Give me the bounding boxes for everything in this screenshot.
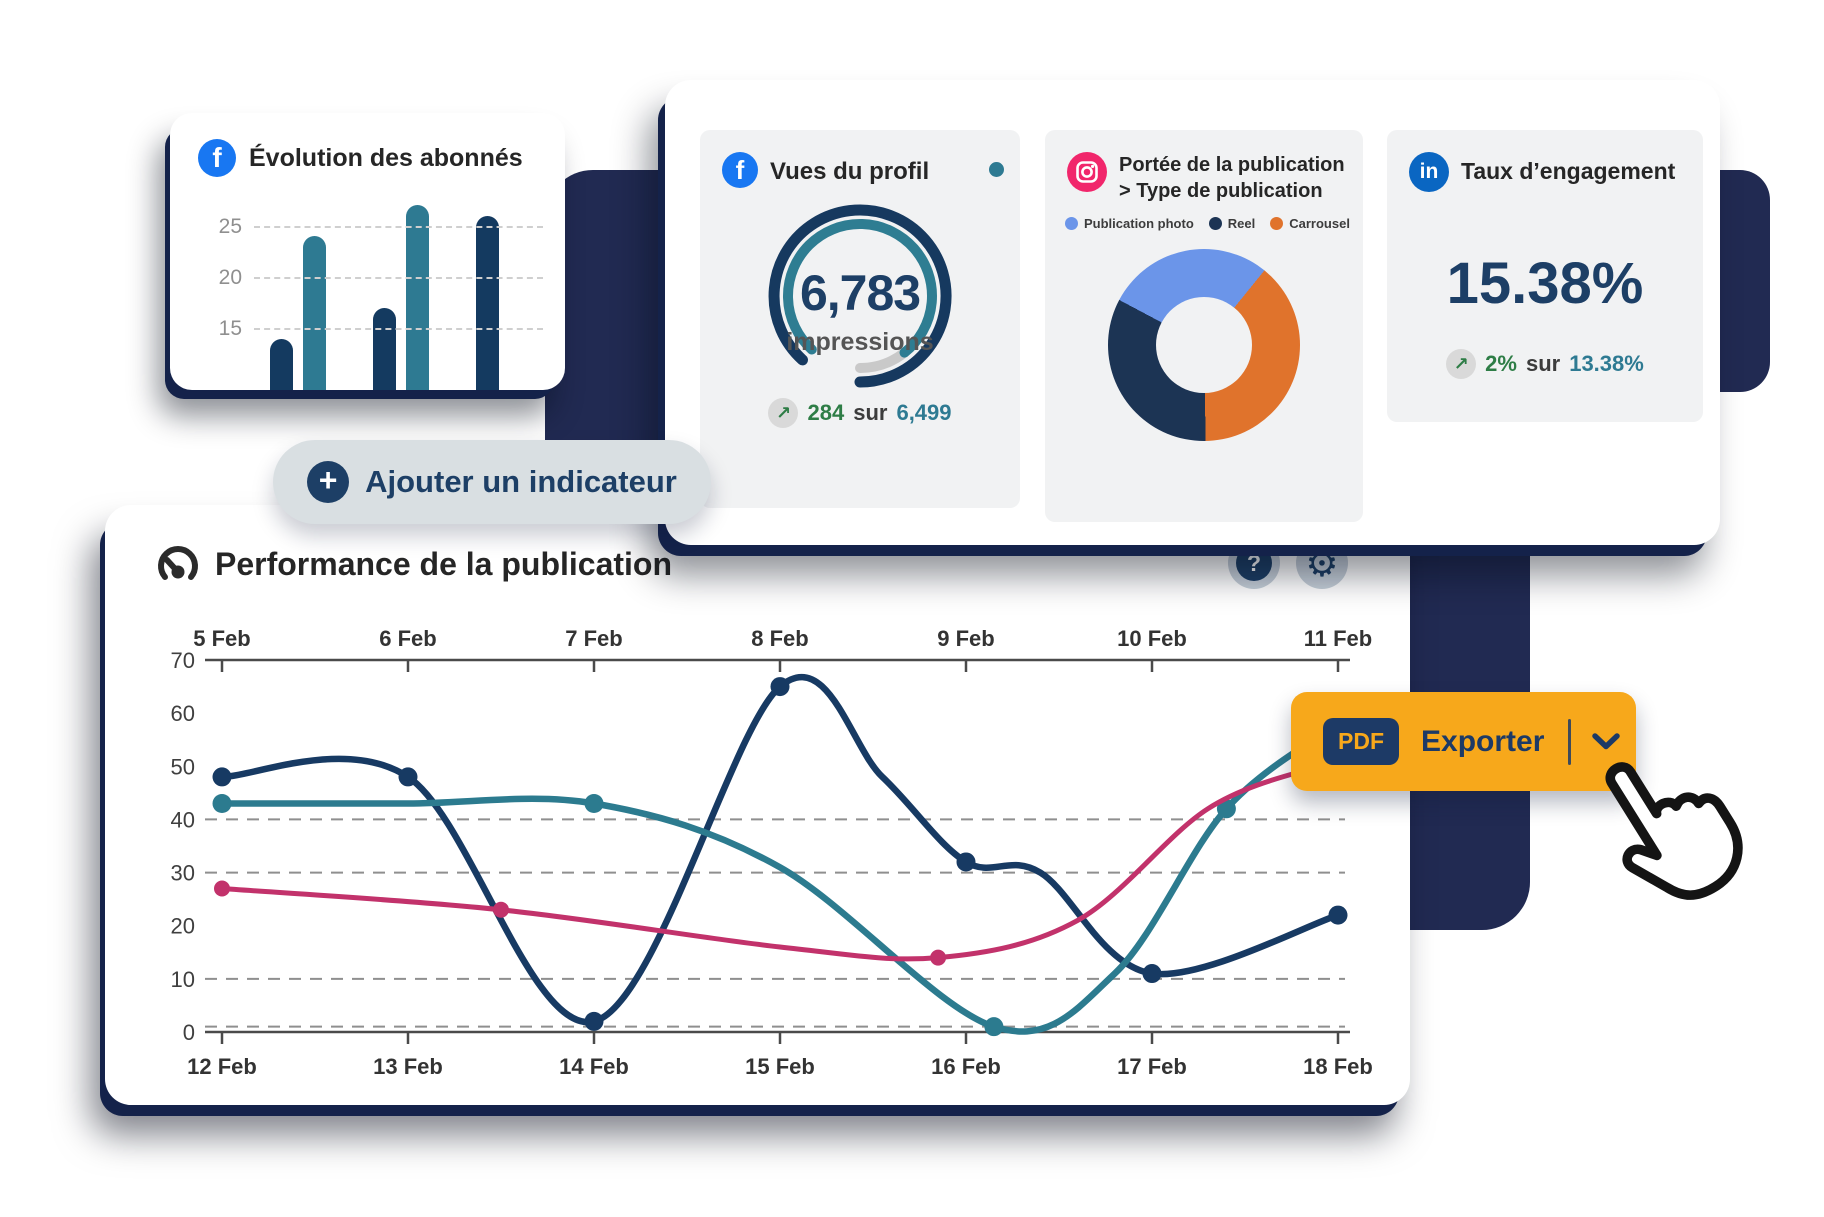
profile-views-gauge: 6,783 impressions: [754, 192, 966, 398]
facebook-icon: f: [722, 152, 758, 188]
reach-donut-chart: [1108, 249, 1300, 441]
performance-card: Performance de la publication ? ⚙ 5 Feb 6…: [105, 505, 1410, 1105]
reach-header: Portée de la publication > Type de publi…: [1045, 130, 1363, 204]
followers-card-title: Évolution des abonnés: [249, 143, 523, 172]
svg-text:18 Feb: 18 Feb: [1303, 1054, 1373, 1079]
instagram-icon: [1067, 152, 1107, 192]
svg-text:10 Feb: 10 Feb: [1117, 626, 1187, 651]
reach-title-line1: Portée de la publication: [1119, 154, 1345, 176]
performance-header: Performance de la publication: [155, 543, 672, 585]
reach-title: Portée de la publication > Type de publi…: [1119, 152, 1345, 204]
hand-cursor-icon: [1605, 762, 1743, 900]
svg-text:40: 40: [171, 807, 195, 832]
svg-text:0: 0: [183, 1020, 195, 1045]
help-icon: ?: [1236, 545, 1272, 581]
bar: [373, 307, 396, 390]
legend-item: Reel: [1208, 216, 1256, 231]
legend-item: Carrousel: [1270, 216, 1350, 231]
plus-icon: +: [307, 461, 350, 503]
export-button[interactable]: PDF Exporter: [1291, 692, 1636, 791]
svg-text:20: 20: [171, 914, 195, 939]
gear-icon: ⚙: [1305, 541, 1339, 585]
profile-views-title: Vues du profil: [770, 158, 930, 185]
svg-text:6 Feb: 6 Feb: [379, 626, 436, 651]
trend-up-icon: ↗: [1446, 349, 1477, 379]
bar: [476, 215, 499, 390]
add-indicator-label: Ajouter un indicateur: [365, 464, 677, 499]
performance-actions: ? ⚙: [1228, 537, 1348, 589]
svg-text:15 Feb: 15 Feb: [745, 1054, 815, 1079]
delta-value: 284: [807, 400, 845, 425]
panel-dot-icon: [989, 162, 1004, 177]
export-label: Exporter: [1421, 724, 1545, 758]
bar: [303, 236, 326, 390]
add-indicator-button[interactable]: + Ajouter un indicateur: [273, 440, 711, 524]
followers-bar-chart: 25 20 15: [198, 195, 543, 390]
followers-card-header: f Évolution des abonnés: [198, 139, 541, 177]
svg-text:7 Feb: 7 Feb: [565, 626, 622, 651]
legend-dot: [1208, 217, 1222, 230]
svg-text:60: 60: [171, 701, 195, 726]
svg-text:10: 10: [171, 967, 195, 992]
svg-text:9 Feb: 9 Feb: [937, 626, 994, 651]
engagement-panel: in Taux d’engagement 15.38% ↗ 2% sur 13.…: [1387, 130, 1703, 422]
export-divider: [1568, 718, 1572, 765]
delta-join: sur: [1525, 351, 1561, 376]
dial-icon: [158, 546, 198, 580]
svg-text:13 Feb: 13 Feb: [373, 1054, 443, 1079]
legend-dot: [1065, 217, 1078, 230]
engagement-title: Taux d’engagement: [1461, 158, 1676, 184]
svg-text:11 Feb: 11 Feb: [1304, 626, 1372, 651]
performance-line-chart: 5 Feb 6 Feb 7 Feb 8 Feb 9 Feb 10 Feb 11 Feb 12 …: [171, 626, 1373, 1079]
svg-text:17 Feb: 17 Feb: [1117, 1054, 1187, 1079]
legend-label: Reel: [1227, 216, 1256, 231]
delta-total: 6,499: [896, 400, 952, 425]
profile-views-delta: ↗ 284 sur 6,499: [700, 398, 1020, 428]
svg-text:14 Feb: 14 Feb: [559, 1054, 629, 1079]
gauge-unit-label: impressions: [786, 328, 934, 356]
facebook-icon: f: [198, 139, 236, 177]
svg-text:70: 70: [171, 648, 195, 673]
delta-join: sur: [853, 400, 888, 425]
followers-bars: [270, 195, 543, 390]
svg-text:50: 50: [171, 754, 195, 779]
legend-label: Publication photo: [1084, 216, 1194, 231]
profile-views-panel: f Vues du profil 6,783 impressions ↗ 284…: [700, 130, 1020, 508]
kpi-group-card: f Vues du profil 6,783 impressions ↗ 284…: [665, 80, 1720, 545]
bar: [270, 338, 293, 390]
gauge-value: 6,783: [799, 265, 921, 321]
trend-up-icon: ↗: [768, 398, 799, 428]
export-dropdown-toggle[interactable]: [1591, 732, 1621, 751]
svg-text:16 Feb: 16 Feb: [931, 1054, 1001, 1079]
linkedin-icon: in: [1409, 152, 1449, 192]
delta-value: 2%: [1485, 351, 1517, 376]
gauge-arcs: [768, 204, 952, 388]
svg-text:8 Feb: 8 Feb: [751, 626, 808, 651]
reach-panel: Portée de la publication > Type de publi…: [1045, 130, 1363, 522]
reach-legend: Publication photo Reel Carrousel: [1045, 204, 1363, 231]
legend-label: Carrousel: [1289, 216, 1350, 231]
engagement-value: 15.38%: [1446, 251, 1644, 316]
help-button[interactable]: ?: [1228, 537, 1280, 589]
svg-text:5 Feb: 5 Feb: [193, 626, 250, 651]
svg-text:12 Feb: 12 Feb: [187, 1054, 257, 1079]
settings-button[interactable]: ⚙: [1296, 537, 1348, 589]
chevron-down-icon: [1592, 732, 1621, 749]
legend-item: Publication photo: [1065, 216, 1194, 231]
followers-card: f Évolution des abonnés 25 20 15: [170, 113, 565, 390]
svg-text:30: 30: [171, 861, 195, 886]
delta-total: 13.38%: [1569, 351, 1644, 376]
legend-dot: [1270, 217, 1284, 230]
reach-title-line2: > Type de publication: [1119, 180, 1323, 202]
engagement-header: in Taux d’engagement: [1387, 130, 1703, 192]
bar: [406, 205, 429, 390]
profile-views-header: f Vues du profil: [700, 130, 1020, 188]
performance-title: Performance de la publication: [215, 545, 672, 582]
engagement-delta: ↗ 2% sur 13.38%: [1387, 349, 1703, 379]
pdf-badge: PDF: [1323, 718, 1399, 765]
